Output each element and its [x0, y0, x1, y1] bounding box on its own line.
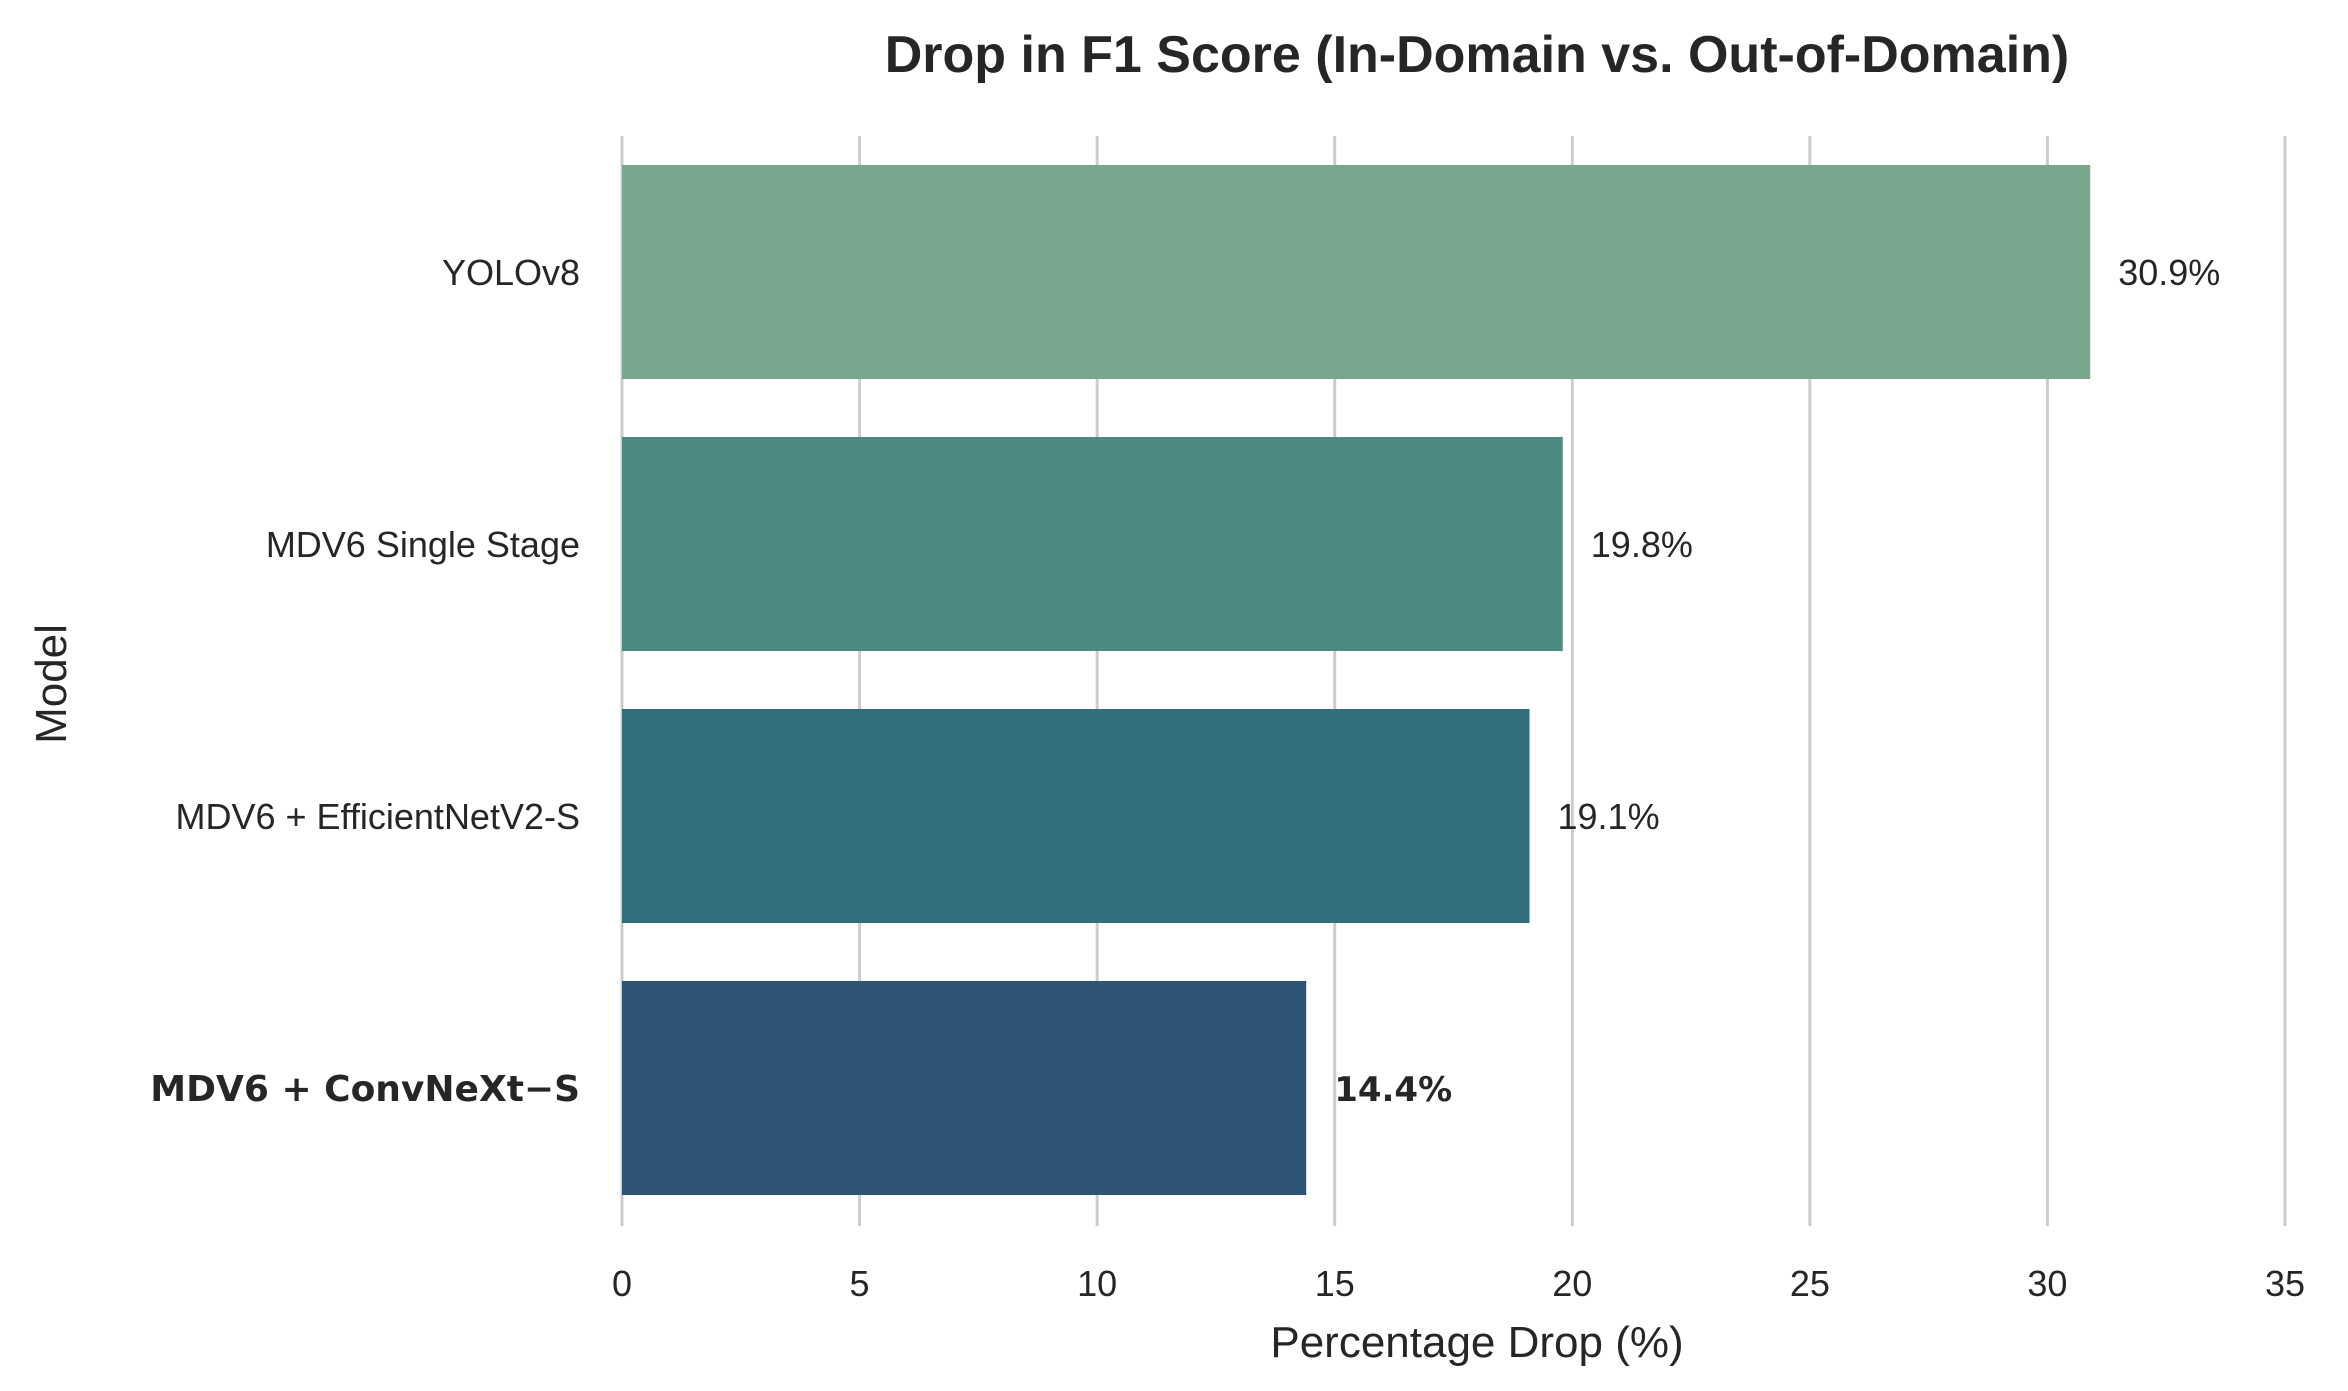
bar-value-label: 19.1% [1558, 796, 1660, 837]
category-labels: YOLOv8 MDV6 Single Stage MDV6 + EfficientN… [150, 252, 580, 1110]
x-tick-label: 25 [1790, 1263, 1830, 1304]
x-tick-label: 20 [1552, 1263, 1592, 1304]
y-tick-label: MDV6 Single Stage [266, 524, 580, 565]
chart-title: Drop in F1 Score (In-Domain vs. Out-of-D… [885, 26, 2069, 84]
x-tick-label: 0 [612, 1263, 632, 1304]
value-labels: 30.9% 19.8% 19.1% 14.4% [1334, 252, 2220, 1110]
bar [622, 437, 1563, 651]
bar [622, 165, 2091, 379]
bar-value-label: 14.4% [1334, 1070, 1452, 1110]
bar [622, 981, 1307, 1195]
y-tick-label: MDV6 + ConvNeXt−S [150, 1069, 580, 1110]
x-tick-labels: 0 5 10 15 20 25 30 35 [612, 1263, 2305, 1304]
x-tick-label: 15 [1315, 1263, 1355, 1304]
y-tick-label: MDV6 + EfficientNetV2-S [175, 796, 580, 837]
y-axis-label: Model [27, 624, 76, 744]
x-tick-label: 30 [2027, 1263, 2067, 1304]
bar [622, 709, 1530, 923]
bars [622, 165, 2091, 1195]
y-tick-label: YOLOv8 [442, 252, 580, 293]
x-axis-label: Percentage Drop (%) [1270, 1318, 1683, 1367]
x-tick-label: 35 [2265, 1263, 2305, 1304]
x-tick-label: 10 [1077, 1263, 1117, 1304]
bar-value-label: 19.8% [1591, 524, 1693, 565]
x-tick-label: 5 [850, 1263, 870, 1304]
bar-value-label: 30.9% [2118, 252, 2220, 293]
